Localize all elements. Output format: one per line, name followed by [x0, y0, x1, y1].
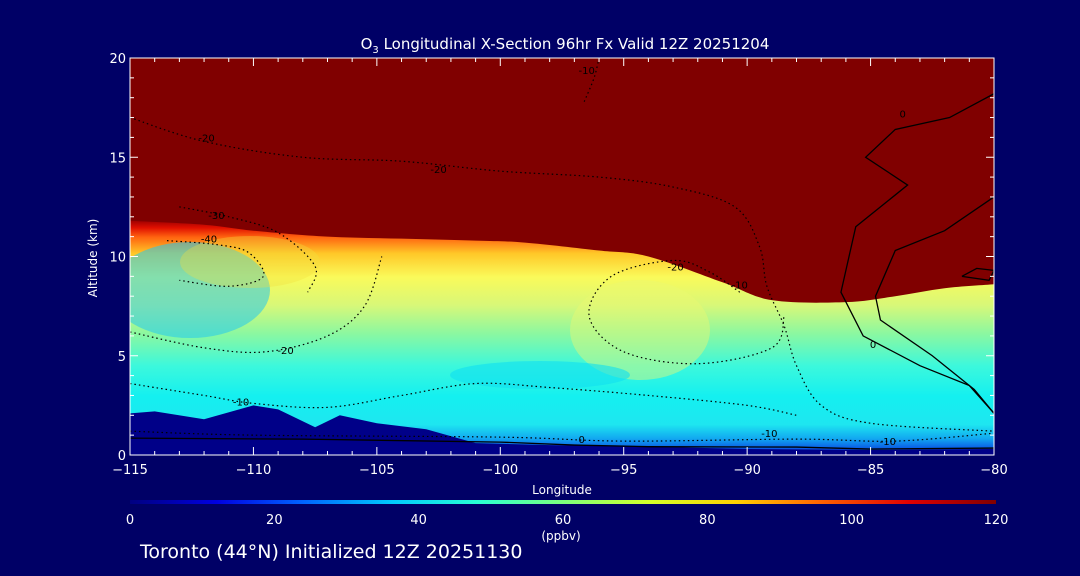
contour-label: -20	[430, 165, 446, 176]
cyan-lobe-feature	[450, 361, 630, 389]
x-tick-label: −80	[980, 463, 1007, 478]
contour-labels: -10 -20 -20 -30 -40 -20 -10 -20 -10 0 0 0 -10 -10	[198, 66, 905, 448]
contour-line	[179, 206, 317, 293]
troposphere-fill	[130, 220, 994, 455]
x-axis-ticks: −115 −110 −105 −100 −95 −90 −85 −80	[112, 58, 1008, 478]
contour-label: -40	[201, 235, 217, 246]
chart-title: O3 Longitudinal X-Section 96hr Fx Valid …	[361, 35, 770, 56]
x-tick-label: −85	[857, 463, 884, 478]
x-axis-label: Longitude	[532, 483, 592, 497]
colorbar-tick-label: 120	[984, 513, 1009, 528]
y-axis-label: Altitude (km)	[86, 219, 100, 298]
contour-line	[583, 58, 600, 102]
contour-label: 0	[899, 110, 905, 121]
zero-contour	[961, 267, 994, 282]
x-tick-label: −95	[610, 463, 637, 478]
contour-line	[588, 259, 785, 365]
contour-label: 0	[870, 340, 876, 351]
contour-label: -20	[667, 262, 683, 273]
colorbar-ticks: 0 20 40 60 80 100 120	[126, 513, 1009, 528]
ozone-field: -10 -20 -20 -30 -40 -20 -10 -20 -10 0 0 0 -10 -10	[130, 58, 994, 455]
x-tick-label: −110	[236, 463, 272, 478]
upper-band-feature	[180, 236, 320, 288]
colorbar-tick-label: 20	[266, 513, 283, 528]
y-axis-ticks: 0 5 10 15 20	[109, 52, 994, 464]
low-ozone-core	[130, 242, 270, 338]
x-tick-label: −115	[112, 463, 148, 478]
contour-line	[130, 382, 797, 416]
contour-label: 0	[579, 435, 585, 446]
contour-label: -10	[761, 429, 777, 440]
contour-label: -10	[880, 437, 896, 448]
zero-contour	[130, 437, 994, 450]
contour-label: -10	[732, 280, 748, 291]
contour-label: -30	[208, 211, 224, 222]
contour-line	[130, 256, 383, 354]
contour-label: -20	[277, 346, 293, 357]
colorbar-tick-label: 80	[699, 513, 716, 528]
contour-line	[166, 240, 265, 287]
footer-caption: Toronto (44°N) Initialized 12Z 20251130	[140, 541, 523, 563]
y-tick-label: 0	[118, 449, 126, 464]
colorbar-tick-label: 0	[126, 513, 134, 528]
x-tick-label: −90	[733, 463, 760, 478]
contour-label: -10	[233, 397, 249, 408]
x-tick-label: −100	[482, 463, 518, 478]
contour-line	[130, 430, 994, 442]
contour-line	[130, 116, 994, 432]
colorbar-unit-label: (ppbv)	[541, 529, 580, 543]
colorbar-tick-label: 100	[839, 513, 864, 528]
y-tick-label: 20	[109, 52, 126, 67]
colorbar-tick-label: 60	[555, 513, 572, 528]
y-tick-label: 5	[118, 350, 126, 365]
contour-label: -20	[198, 133, 214, 144]
zero-contour	[840, 93, 994, 414]
y-tick-label: 10	[109, 251, 126, 266]
colorbar-tick-label: 40	[410, 513, 427, 528]
contour-lines	[130, 58, 994, 450]
x-tick-label: −105	[359, 463, 395, 478]
y-tick-label: 15	[109, 151, 126, 166]
central-ridge-feature	[570, 280, 710, 380]
colorbar	[130, 500, 996, 504]
contour-label: -10	[579, 66, 595, 77]
terrain-fill	[130, 405, 994, 455]
zero-contour	[874, 196, 994, 414]
